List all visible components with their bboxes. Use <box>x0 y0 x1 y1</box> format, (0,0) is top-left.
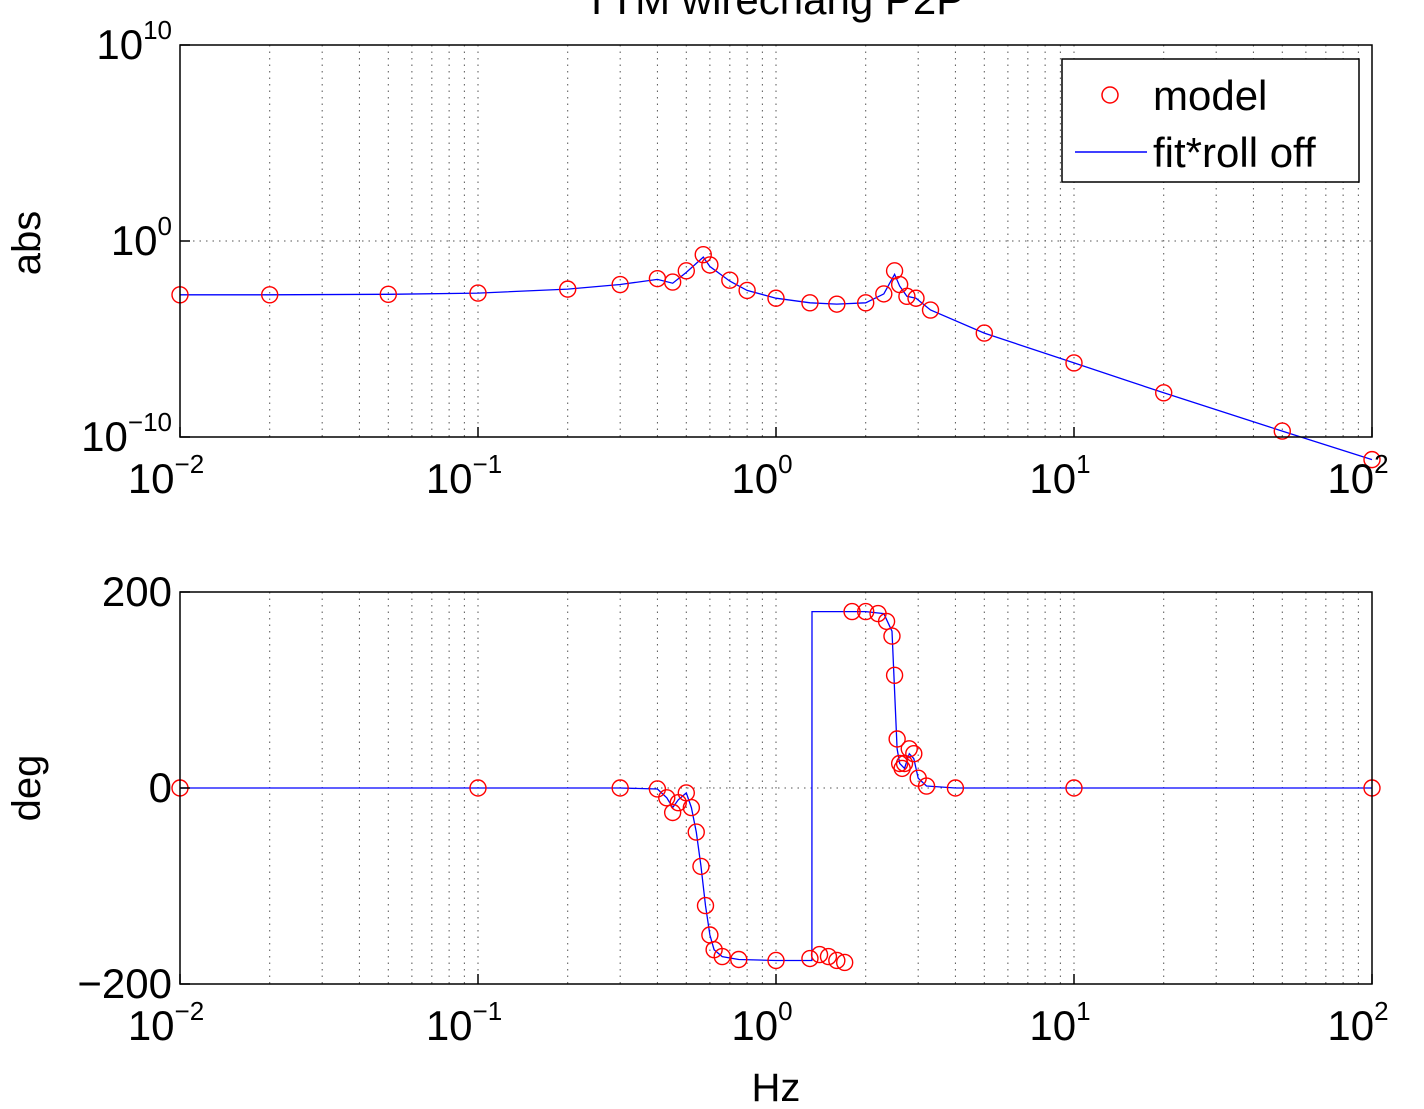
legend-box <box>1061 58 1360 183</box>
mag-model-point <box>379 285 397 304</box>
phase-model-point <box>883 627 901 645</box>
phase-model-point <box>843 602 861 621</box>
mag-model-point <box>875 285 893 303</box>
mag-model-point <box>611 275 629 294</box>
mag-x-tick-label: 10−2 <box>128 449 204 502</box>
mag-model-point <box>975 324 993 342</box>
magnitude-series <box>171 245 1381 469</box>
phase-model-point <box>1065 779 1083 797</box>
chart-title: TTM wirechang P2P <box>584 0 964 23</box>
legend-model-marker <box>1101 86 1119 104</box>
phase-model-point <box>885 666 904 684</box>
phase-model-point <box>917 777 936 795</box>
mag-x-tick-label: 100 <box>731 449 792 502</box>
mag-model-point <box>898 287 916 306</box>
phase-model-point <box>801 949 819 968</box>
phase-plot: 10−2 10−1 100 101 102 −200 0 200 deg Hz <box>5 568 1389 1109</box>
mag-model-point <box>921 301 940 319</box>
phase-model-point <box>810 945 829 964</box>
phase-model-point <box>946 779 965 797</box>
phase-model-point <box>857 602 875 621</box>
phase-model-point <box>900 740 918 758</box>
phase-model-point <box>663 803 682 822</box>
mag-model-point <box>1363 450 1381 469</box>
phase-series <box>171 602 1381 972</box>
phase-model-point <box>469 779 487 797</box>
mag-model-point <box>701 256 719 274</box>
mag-model-point <box>738 281 756 300</box>
phase-model-point <box>687 823 705 841</box>
mag-y-tick-label: 10−10 <box>81 407 172 460</box>
mag-model-point <box>721 271 739 289</box>
phase-model-point <box>713 947 731 966</box>
phase-model-point <box>905 745 923 763</box>
mag-fit-line <box>180 256 1373 461</box>
mag-model-point <box>694 245 712 264</box>
mag-model-point <box>907 289 925 307</box>
phase-x-tick-label: 100 <box>731 996 792 1049</box>
mag-model-point <box>1273 422 1291 440</box>
phase-y-tick-label: 0 <box>149 764 172 811</box>
phase-model-point <box>696 896 715 915</box>
phase-model-point <box>692 857 710 876</box>
phase-model-point <box>888 730 906 748</box>
phase-x-tick-label: 10−2 <box>128 996 204 1049</box>
legend-model-label: model <box>1153 72 1267 119</box>
mag-model-point <box>677 262 695 280</box>
magnitude-plot: 10−2 10−1 100 101 102 10−10 100 1010 abs model … <box>5 15 1389 502</box>
mag-model-point <box>828 295 846 313</box>
mag-model-point <box>559 280 577 298</box>
phase-model-point <box>611 779 629 797</box>
phase-x-tick-label: 102 <box>1327 996 1388 1049</box>
phase-x-tick-label: 10−1 <box>426 996 502 1049</box>
phase-model-point <box>828 951 846 970</box>
phase-model-point <box>819 947 838 966</box>
phase-model-point <box>767 951 785 970</box>
mag-x-tick-label: 102 <box>1327 449 1388 502</box>
mag-model-point <box>261 286 279 304</box>
legend-fit-label: fit*roll off <box>1153 129 1316 176</box>
phase-tick-labels: 10−2 10−1 100 101 102 −200 0 200 <box>77 568 1388 1049</box>
phase-y-tick-label: −200 <box>77 960 172 1007</box>
mag-model-point <box>767 289 785 307</box>
magnitude-y-axis-label: abs <box>5 211 49 276</box>
phase-y-tick-label: 200 <box>102 568 172 615</box>
mag-x-tick-label: 10−1 <box>426 449 502 502</box>
mag-model-point <box>663 273 682 291</box>
mag-y-tick-label: 100 <box>111 211 172 264</box>
mag-y-tick-label: 1010 <box>96 15 172 68</box>
mag-model-point <box>1155 384 1173 402</box>
phase-x-tick-label: 101 <box>1029 996 1090 1049</box>
mag-x-tick-label: 101 <box>1029 449 1090 502</box>
phase-x-axis-label: Hz <box>752 1066 801 1109</box>
mag-model-point <box>1065 354 1083 372</box>
phase-model-point <box>658 789 676 807</box>
phase-model-point <box>835 953 854 972</box>
phase-model-point <box>730 950 748 969</box>
legend: model fit*roll off <box>1061 58 1360 183</box>
magnitude-tick-labels: 10−2 10−1 100 101 102 10−10 100 1010 <box>81 15 1388 502</box>
phase-y-axis-label: deg <box>5 755 49 822</box>
mag-model-point <box>801 294 819 312</box>
mag-model-point <box>469 284 487 302</box>
phase-model-point <box>648 780 667 798</box>
mag-model-point <box>857 294 875 312</box>
phase-model-point <box>682 798 701 817</box>
